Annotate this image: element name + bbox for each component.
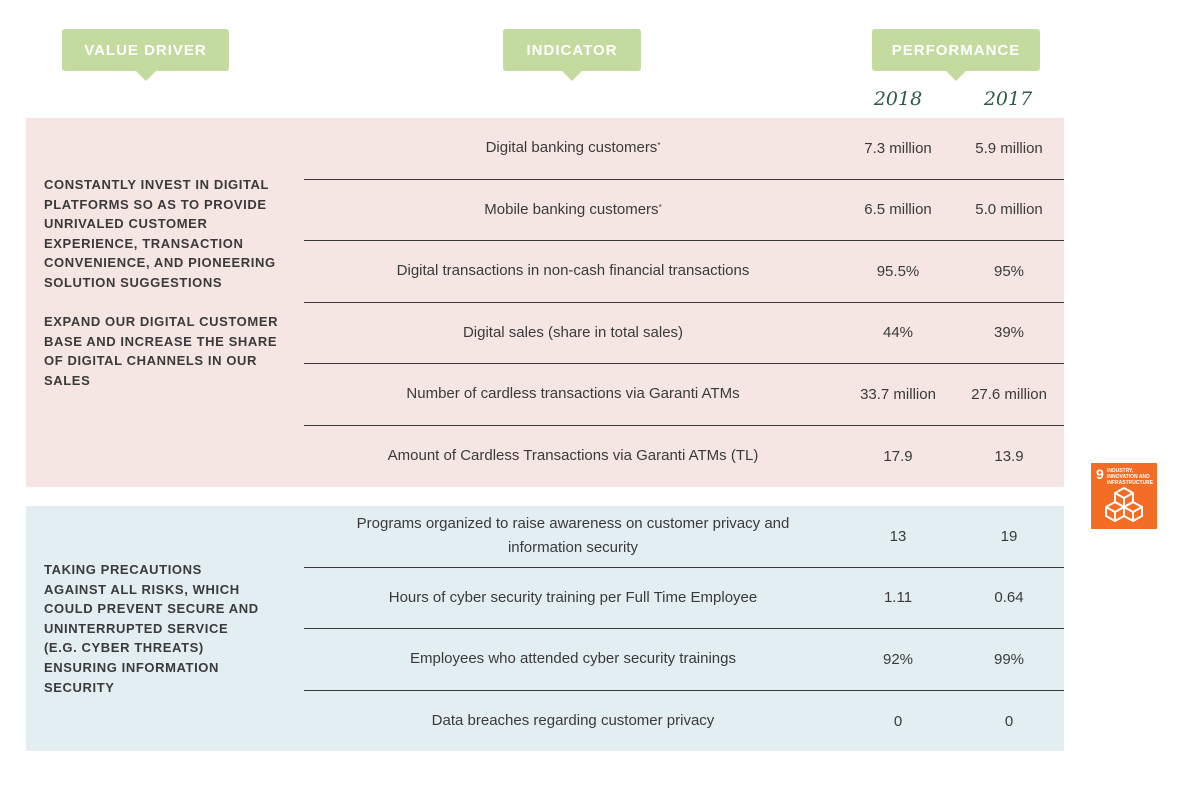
indicator-header-label: INDICATOR — [526, 41, 618, 59]
security-section: TAKING PRECAUTIONS AGAINST ALL RISKS, WH… — [26, 506, 1064, 751]
value-2018-cell: 13 — [889, 527, 907, 545]
value-2018-cell: 6.5 million — [864, 201, 932, 219]
table-row: Digital transactions in non-cash financi… — [304, 241, 1064, 303]
footnote-mark: * — [657, 141, 661, 151]
value-2017-cell: 99% — [993, 650, 1025, 668]
table-row: Amount of Cardless Transactions via Gara… — [304, 426, 1064, 488]
value-2017-cell: 13.9 — [994, 447, 1024, 465]
table-row: Employees who attended cyber security tr… — [304, 629, 1064, 691]
value-2018-cell: 92% — [882, 650, 914, 668]
indicator-cell: Digital banking customers* — [485, 139, 661, 157]
value-2018-cell: 1.11 — [883, 589, 913, 607]
value-2017-cell: 95% — [993, 262, 1025, 280]
value-2017-cell: 0.64 — [994, 589, 1024, 607]
value-2018-cell: 95.5% — [876, 262, 920, 280]
value-2017-cell: 27.6 million — [971, 385, 1047, 403]
indicator-cell: Data breaches regarding customer privacy — [431, 712, 715, 730]
table-row: Mobile banking customers* 6.5 million 5.… — [304, 180, 1064, 241]
sdg-number: 9 — [1096, 466, 1104, 482]
digital-section: CONSTANTLY INVEST IN DIGITAL PLATFORMS S… — [26, 118, 1064, 487]
value-driver-paragraph: CONSTANTLY INVEST IN DIGITAL PLATFORMS S… — [44, 177, 276, 290]
table-row: Data breaches regarding customer privacy… — [304, 691, 1064, 753]
sdg-9-badge: 9 INDUSTRY, INNOVATION AND INFRASTRUCTUR… — [1091, 463, 1157, 529]
value-2018-cell: 33.7 million — [860, 385, 936, 403]
indicator-cell: Digital sales (share in total sales) — [462, 323, 684, 341]
security-value-driver: TAKING PRECAUTIONS AGAINST ALL RISKS, WH… — [44, 560, 259, 697]
value-2017-cell: 19 — [1000, 527, 1018, 545]
sdg-title: INDUSTRY, INNOVATION AND INFRASTRUCTURE — [1107, 468, 1154, 486]
year-2018-label: 2018 — [873, 88, 923, 110]
year-2017-label: 2017 — [983, 88, 1033, 110]
value-2018-cell: 7.3 million — [864, 139, 932, 157]
value-2018-cell: 44% — [882, 324, 914, 342]
indicator-cell: Mobile banking customers* — [484, 200, 662, 218]
indicator-cell: Employees who attended cyber security tr… — [409, 650, 736, 668]
indicator-cell: Hours of cyber security training per Ful… — [388, 588, 758, 606]
performance-header-label: PERFORMANCE — [891, 41, 1021, 59]
table-row: Programs organized to raise awareness on… — [304, 506, 1064, 568]
value-2018-cell: 0 — [893, 712, 903, 730]
indicator-cell: Digital transactions in non-cash financi… — [396, 262, 750, 280]
indicator-header: INDICATOR — [503, 29, 641, 81]
value-2017-cell: 0 — [1004, 712, 1014, 730]
table-row: Number of cardless transactions via Gara… — [304, 364, 1064, 426]
value-driver-header-label: VALUE DRIVER — [84, 41, 207, 59]
table-row: Hours of cyber security training per Ful… — [304, 568, 1064, 629]
footnote-mark: * — [658, 202, 662, 212]
indicator-cell: Amount of Cardless Transactions via Gara… — [387, 447, 759, 465]
value-driver-paragraph: EXPAND OUR DIGITAL CUSTOMER BASE AND INC… — [44, 314, 279, 388]
performance-header: PERFORMANCE — [872, 29, 1040, 81]
value-driver-paragraph: TAKING PRECAUTIONS AGAINST ALL RISKS, WH… — [44, 562, 259, 695]
digital-value-driver: CONSTANTLY INVEST IN DIGITAL PLATFORMS S… — [44, 175, 290, 391]
value-2017-cell: 39% — [993, 324, 1025, 342]
table-row: Digital sales (share in total sales) 44%… — [304, 303, 1064, 364]
cubes-icon — [1105, 487, 1143, 522]
value-2017-cell: 5.0 million — [975, 201, 1043, 219]
value-2018-cell: 17.9 — [883, 447, 913, 465]
value-2017-cell: 5.9 million — [975, 139, 1043, 157]
table-row: Digital banking customers* 7.3 million 5… — [304, 118, 1064, 180]
indicator-cell: Number of cardless transactions via Gara… — [406, 385, 740, 403]
value-driver-header: VALUE DRIVER — [62, 29, 229, 81]
indicator-cell: Programs organized to raise awareness on… — [356, 515, 790, 557]
